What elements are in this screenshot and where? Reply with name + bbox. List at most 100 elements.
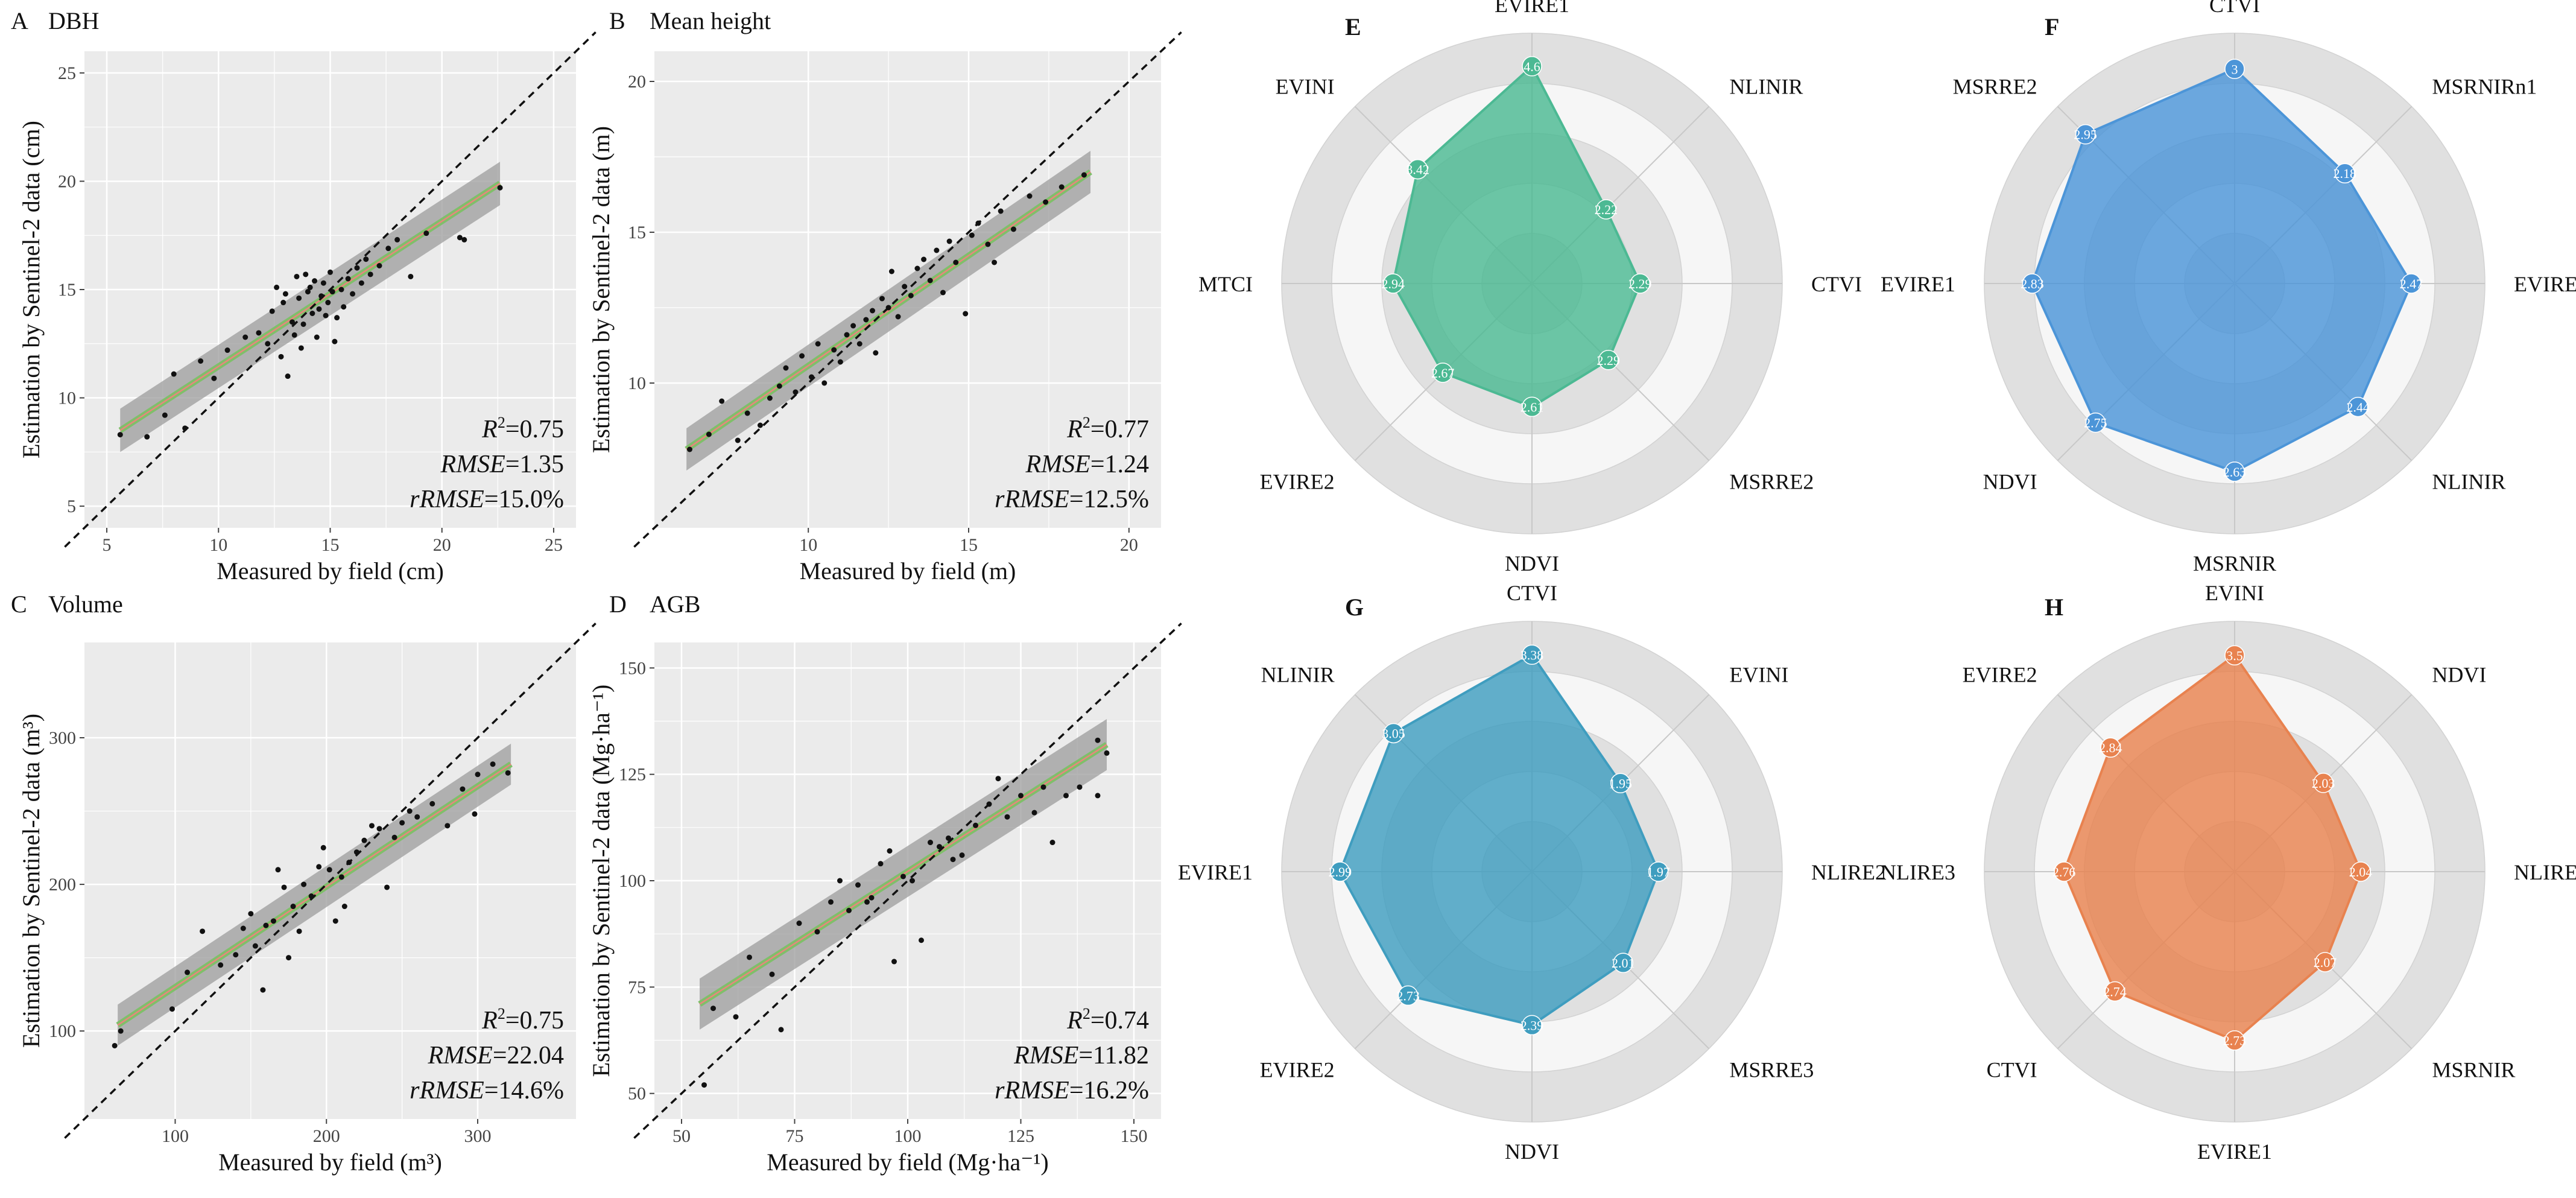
- rrmse-value: =14.6%: [484, 1077, 564, 1105]
- data-point: [1049, 840, 1055, 846]
- y-tick-label: 100: [619, 871, 646, 891]
- data-point: [198, 358, 204, 364]
- radar-axis-label: MSRNIR: [2193, 551, 2276, 575]
- data-point: [233, 952, 239, 958]
- radar-axis-label: EVIRE2: [1260, 469, 1335, 493]
- data-point: [290, 904, 296, 910]
- r2-superscript: 2: [1083, 1005, 1090, 1022]
- data-point: [940, 290, 946, 296]
- data-point: [973, 822, 978, 828]
- data-point: [953, 259, 959, 265]
- rmse-label: RMSE: [1025, 451, 1090, 478]
- data-point: [354, 265, 360, 271]
- y-axis-label: Estimation by Sentinel-2 data (cm): [17, 121, 45, 458]
- regression-line-center: [686, 171, 1091, 451]
- radar-value-label: 2.03: [2312, 776, 2335, 791]
- radar-axis-label: NLIRE3: [1881, 860, 1955, 884]
- data-point: [391, 834, 397, 840]
- data-point: [260, 987, 266, 993]
- r2-symbol: R: [481, 1007, 498, 1035]
- data-point: [282, 291, 288, 297]
- radar-point: [2224, 1030, 2245, 1051]
- data-point: [821, 380, 828, 386]
- y-tick-label: 20: [58, 171, 76, 191]
- x-tick-label: 100: [162, 1126, 189, 1146]
- data-point: [472, 811, 478, 817]
- radar-value-label: 2.83: [2021, 276, 2044, 291]
- y-tick-label: 10: [628, 373, 646, 393]
- y-tick-label: 200: [49, 875, 76, 895]
- regression-line-center: [119, 182, 501, 431]
- r2-value: =0.77: [1090, 416, 1149, 443]
- data-point: [457, 235, 463, 241]
- one-to-one-line: [633, 623, 1182, 1139]
- radar-axis-label: NDVI: [2432, 663, 2486, 687]
- data-point: [950, 857, 956, 863]
- data-point: [946, 238, 952, 244]
- radar-axis-label: MSRRE2: [1729, 469, 1814, 493]
- radar-point: [1383, 273, 1404, 294]
- one-to-one-line: [633, 31, 1182, 548]
- radar-value-label: 2.67: [1431, 366, 1455, 381]
- radar-point: [2104, 981, 2125, 1002]
- data-point: [1031, 810, 1037, 816]
- rmse-value: =1.24: [1090, 451, 1149, 478]
- data-point: [350, 291, 356, 297]
- radar-axis-label: NLIRE2: [2514, 860, 2576, 884]
- data-point: [338, 874, 344, 880]
- rrmse-stat: rRMSE=12.5%: [995, 486, 1149, 513]
- radar-axis-label: NLINIR: [1261, 663, 1335, 687]
- y-tick-label: 25: [58, 63, 76, 83]
- data-point: [320, 280, 326, 286]
- x-tick-label: 50: [672, 1126, 691, 1146]
- radar-value-label: 2.22: [1595, 202, 1618, 217]
- data-point: [1095, 793, 1101, 799]
- data-point: [316, 306, 322, 312]
- x-axis-label: Measured by field (cm): [217, 557, 444, 585]
- data-point: [497, 185, 503, 191]
- data-point: [305, 289, 311, 295]
- radar-value-label: 2.29: [1597, 353, 1621, 368]
- data-point: [314, 334, 320, 340]
- radar-value-label: 2.75: [2084, 416, 2107, 431]
- data-point: [303, 271, 309, 277]
- data-point: [701, 1082, 707, 1088]
- x-tick-label: 150: [1121, 1126, 1148, 1146]
- data-point: [309, 311, 315, 316]
- data-point: [769, 971, 775, 977]
- data-point: [407, 808, 413, 814]
- radar-point: [2315, 952, 2335, 972]
- data-point: [414, 814, 420, 820]
- x-tick-label: 20: [433, 535, 451, 555]
- radar-point: [2224, 59, 2245, 80]
- data-point: [869, 895, 875, 901]
- radar-axis-label: NDVI: [1505, 551, 1559, 575]
- data-point: [928, 840, 933, 846]
- data-point: [1104, 750, 1110, 756]
- data-point: [329, 289, 335, 295]
- panel-title: DBH: [48, 7, 99, 34]
- radar-point: [2350, 861, 2371, 882]
- data-point: [864, 899, 870, 905]
- r2-value: =0.75: [505, 1007, 564, 1035]
- data-point: [837, 359, 843, 365]
- data-point: [285, 373, 291, 379]
- radar-axis-label: MSRNIRn1: [2432, 75, 2537, 99]
- x-tick-label: 10: [209, 535, 227, 555]
- radar-panel-g: 3.38 1.95 1.97 2.01 2.39 2.73 2.99 3.05 CTVI EVIN…: [1178, 581, 1886, 1164]
- radar-point: [2224, 645, 2245, 666]
- data-point: [334, 315, 340, 321]
- data-point: [1081, 172, 1087, 178]
- data-point: [778, 1027, 784, 1033]
- data-point: [300, 321, 306, 327]
- data-point: [461, 236, 467, 242]
- radar-point: [1397, 985, 1419, 1006]
- data-point: [1004, 814, 1010, 820]
- y-tick-label: 100: [49, 1021, 76, 1041]
- radar-point: [1613, 952, 1633, 973]
- panel-title: Mean height: [650, 7, 771, 34]
- radar-value-label: 1.97: [1647, 864, 1670, 879]
- data-points: [701, 737, 1110, 1088]
- data-point: [369, 823, 375, 829]
- rrmse-value: =16.2%: [1069, 1077, 1149, 1105]
